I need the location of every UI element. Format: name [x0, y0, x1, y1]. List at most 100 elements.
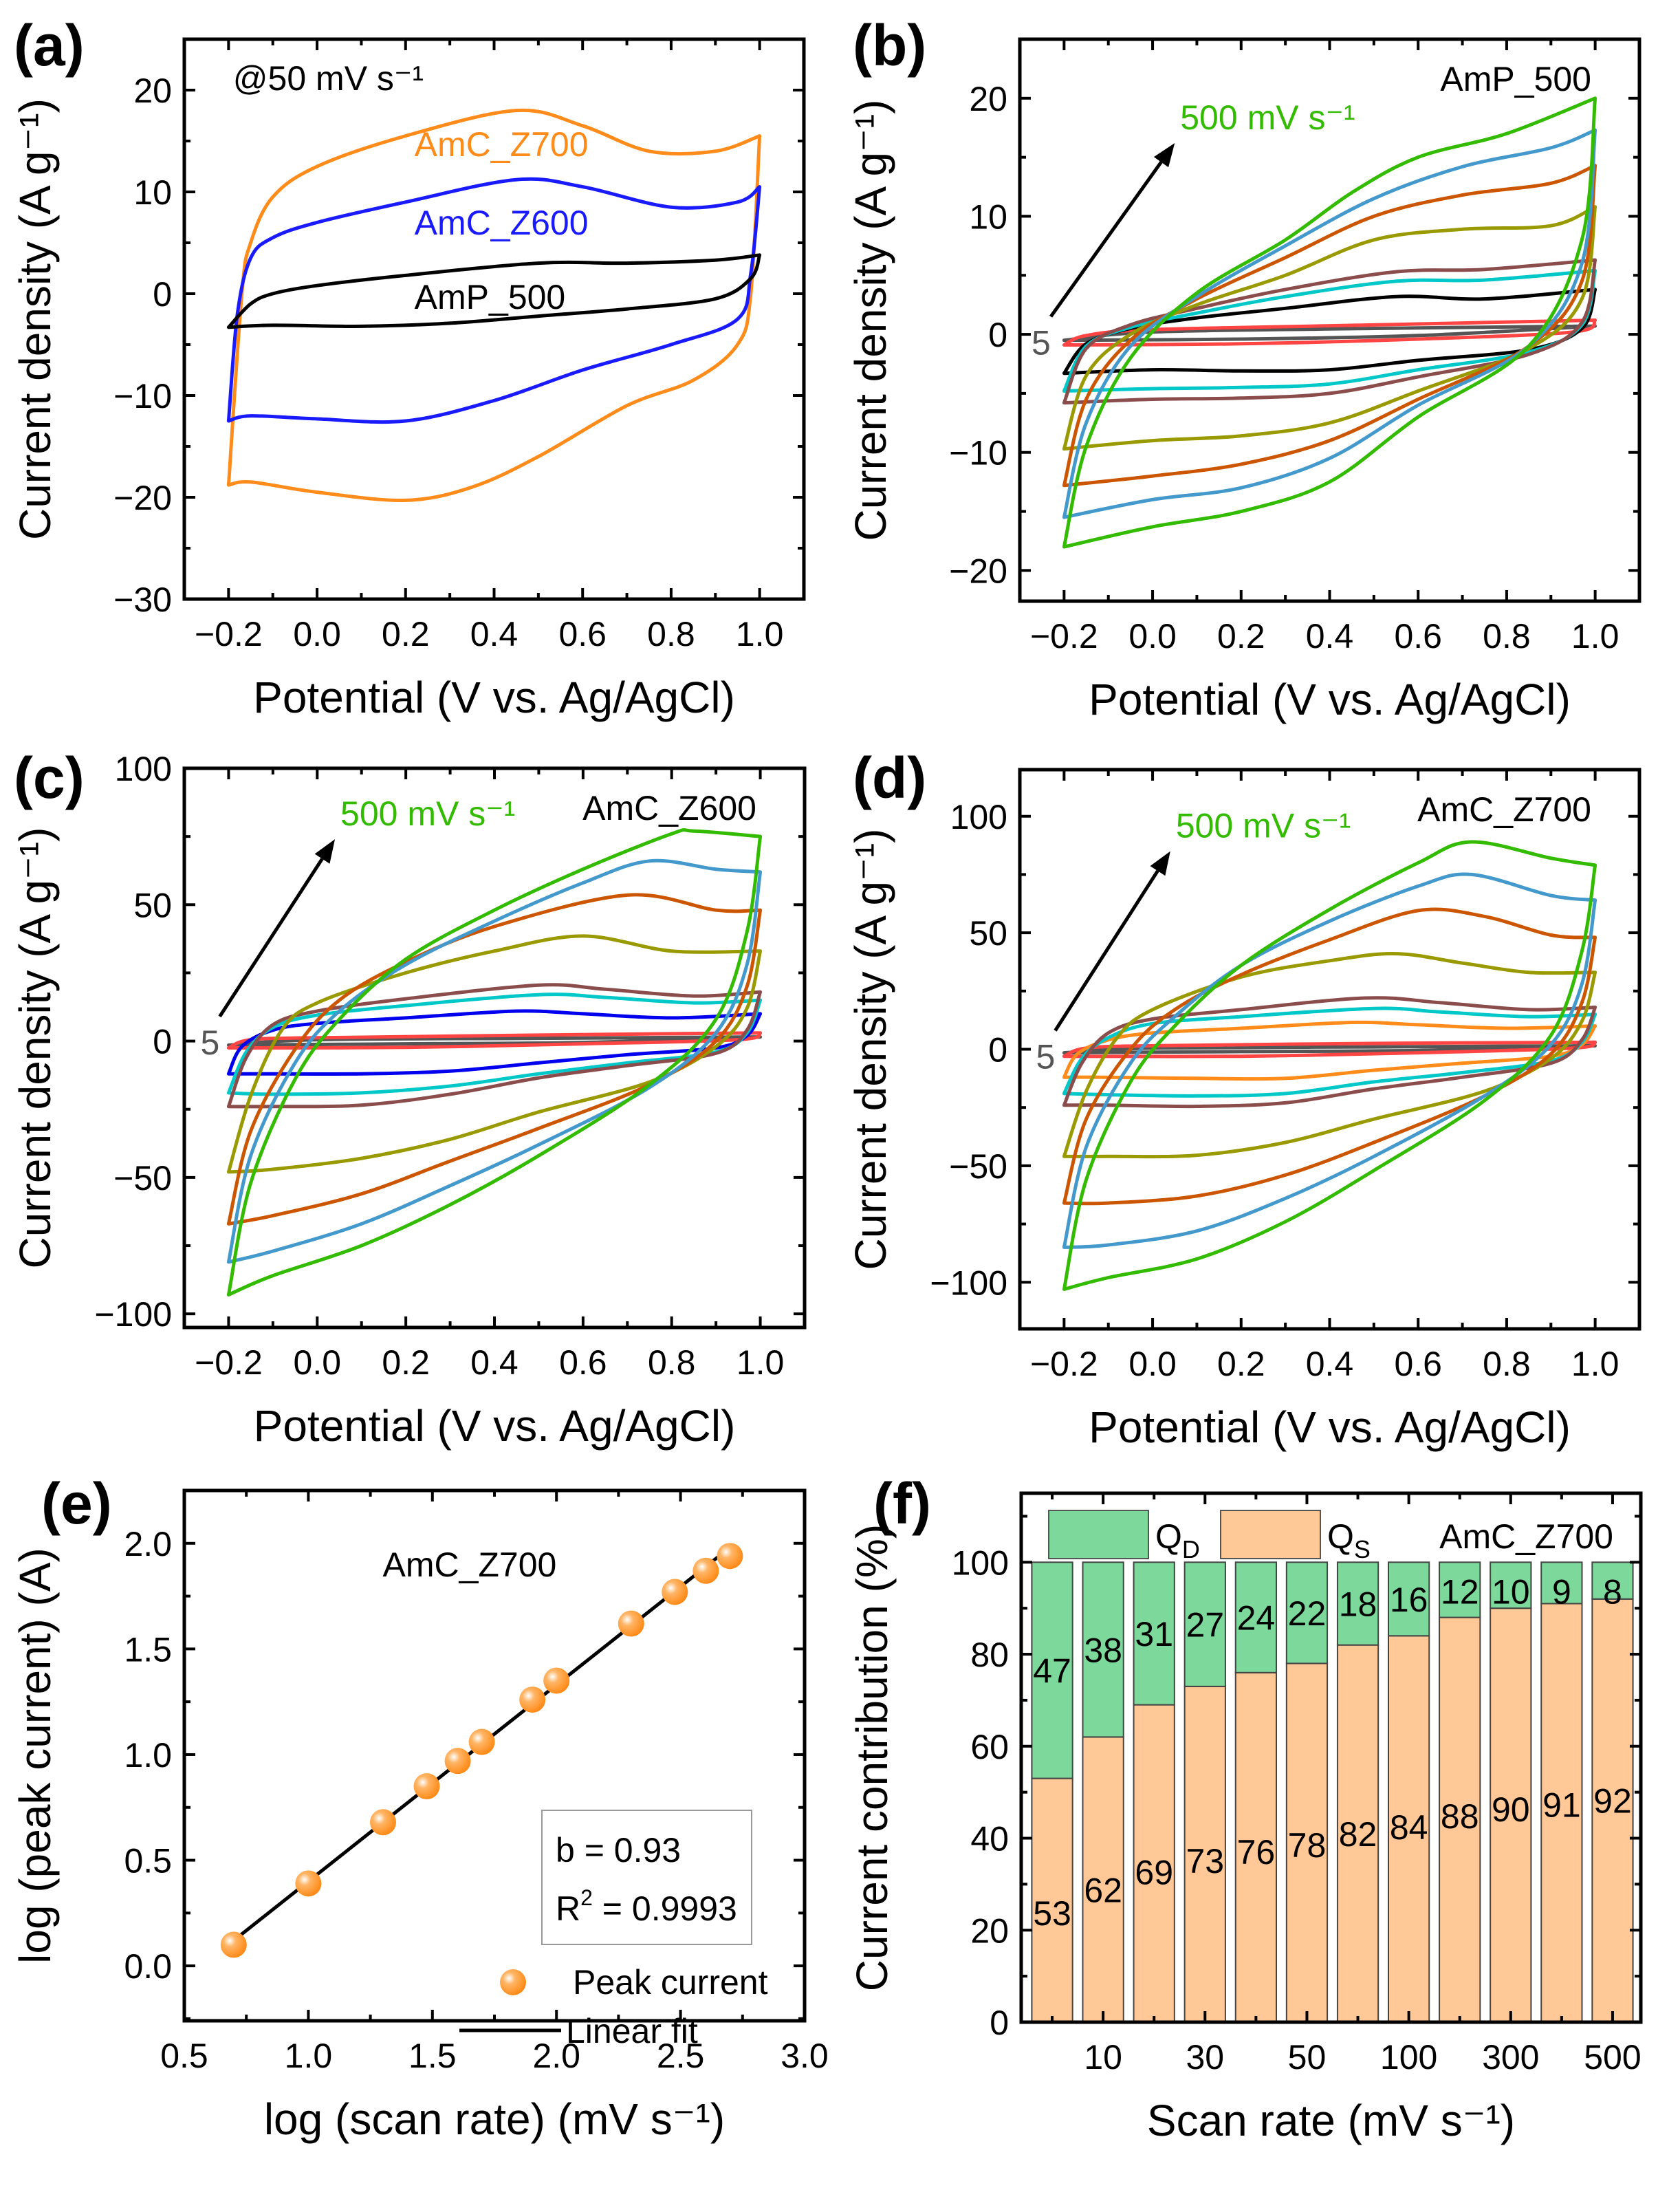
data-point-peak-current — [662, 1579, 688, 1605]
x-tick-label: 0.4 — [1306, 1345, 1354, 1383]
legend-swatch-qs — [1220, 1510, 1321, 1559]
y-axis-title-a: Current density (A g⁻¹) — [10, 98, 60, 540]
y-tick-label: 2.0 — [124, 1525, 172, 1563]
cv-curve-200-mv-s- — [226, 893, 763, 1226]
bar-qd — [1387, 1561, 1430, 1637]
cv-curve-300-mv-s- — [226, 858, 763, 1264]
x-tick-label: 1.0 — [1571, 617, 1619, 655]
sample-label-b: AmP_500 — [1440, 60, 1591, 98]
x-tick-label: 30 — [1186, 2038, 1224, 2077]
x-tick-label: 0.5 — [160, 2037, 208, 2075]
bar-label-qd: 22 — [1288, 1594, 1327, 1633]
cv-curve-10-mv-s- — [226, 1031, 763, 1050]
y-tick-label: −30 — [113, 581, 172, 619]
arrow-end-label-d: 500 mV s⁻¹ — [1176, 807, 1351, 845]
data-point-peak-current — [295, 1870, 322, 1897]
x-tick-label: 0.4 — [470, 1343, 519, 1382]
plot-area-f: 53 47 62 38 10 69 31 73 27 30 76 24 78 22 50 82 18 84 16 10… — [952, 1491, 1643, 2077]
bar-label-qd: 38 — [1084, 1631, 1122, 1669]
x-tick-label: 0.6 — [558, 615, 607, 653]
panel-label-d: (d) — [853, 746, 926, 810]
data-point-peak-current — [543, 1667, 570, 1694]
cv-curve-50-mv-s- — [226, 993, 763, 1096]
bar-qd — [1183, 1561, 1226, 1687]
cv-curve-500-mv-s- — [1062, 840, 1597, 1291]
bar-label-qd: 10 — [1492, 1572, 1530, 1611]
legend-label-linear-fit: Linear fit — [566, 2012, 698, 2050]
bar-qs — [1540, 1603, 1583, 2024]
x-tick-label: 2.0 — [532, 2037, 580, 2075]
y-tick-label: −20 — [113, 479, 172, 517]
bar-qs — [1285, 1662, 1329, 2024]
panel-label-f: (f) — [873, 1471, 931, 1536]
y-tick-label: −10 — [113, 377, 172, 415]
bar-qd — [1439, 1561, 1481, 1618]
fit-slope-text: b = 0.93 — [556, 1831, 681, 1869]
bar-qd — [1285, 1561, 1329, 1665]
bar-label-qs: 82 — [1339, 1815, 1377, 1854]
cv-curve-amc-z700 — [226, 108, 762, 503]
x-axis-title-c: Potential (V vs. Ag/AgCl) — [254, 1401, 736, 1451]
annotation-amc-z700: AmC_Z700 — [415, 125, 589, 164]
bar-label-qd: 31 — [1135, 1615, 1173, 1653]
x-tick-label: −0.2 — [1030, 1345, 1098, 1383]
panel-label-a: (a) — [14, 13, 85, 78]
x-tick-label: 50 — [1288, 2038, 1327, 2077]
data-point-peak-current — [519, 1687, 546, 1713]
cv-curve-500-mv-s- — [226, 828, 763, 1297]
bar-qd — [1234, 1561, 1278, 1673]
x-tick-label: 0.8 — [647, 615, 695, 653]
y-axis-title-f: Current contribution (%) — [847, 1524, 897, 1991]
x-axis-title-b: Potential (V vs. Ag/AgCl) — [1089, 675, 1571, 724]
x-tick-label: 0.0 — [294, 1343, 342, 1382]
x-tick-label: 3.0 — [781, 2037, 829, 2075]
annotation-amc-z600: AmC_Z600 — [415, 204, 589, 242]
x-tick-label: 0.6 — [559, 1343, 607, 1382]
bar-label-qs: 62 — [1084, 1872, 1122, 1910]
bar-qd — [1082, 1561, 1124, 1738]
cv-curve-10-mv-s- — [1062, 1040, 1597, 1059]
y-tick-label: −50 — [113, 1159, 172, 1197]
cv-curves — [226, 108, 762, 503]
x-tick-label: 0.0 — [1128, 1345, 1177, 1383]
bar-qs — [1591, 1598, 1634, 2024]
y-tick-label: 20 — [133, 72, 172, 110]
trend-arrow-head — [1153, 143, 1175, 168]
y-tick-label: 0.0 — [124, 1947, 172, 1986]
x-tick-label: 0.8 — [1483, 1345, 1531, 1383]
bar-label-qs: 84 — [1390, 1808, 1428, 1847]
qs-sub: S — [1354, 1535, 1371, 1563]
cv-curve-200-mv-s- — [1062, 907, 1597, 1206]
bar-qs — [1133, 1704, 1175, 2024]
x-tick-label: −0.2 — [1030, 617, 1098, 655]
qd-sub: D — [1182, 1535, 1200, 1563]
arrow-start-label-d: 5 — [1036, 1037, 1055, 1076]
arrow-start-label-b: 5 — [1032, 323, 1051, 362]
x-tick-label: 0.2 — [1217, 1345, 1265, 1383]
bar-label-qs: 92 — [1593, 1781, 1632, 1820]
data-point-peak-current — [468, 1728, 495, 1755]
bar-label-qd: 27 — [1186, 1606, 1224, 1645]
x-tick-label: 1.5 — [408, 2037, 457, 2075]
cv-curve-100-mv-s- — [226, 934, 763, 1174]
bar-qd — [1133, 1561, 1175, 1706]
cv-curve-30-mv-s- — [1062, 288, 1597, 376]
sample-label-c: AmC_Z600 — [582, 789, 756, 827]
x-tick-label: 1.0 — [285, 2037, 333, 2075]
cv-curve-70-mv-s- — [1062, 996, 1597, 1109]
x-tick-label: −0.2 — [195, 615, 263, 653]
bar-qd — [1490, 1561, 1532, 1609]
plot-area-b: −0.2 0.0 0.2 0.4 0.6 0.8 1.0 −20 −10 0 10 20 — [949, 37, 1641, 655]
y-axis-title-e: log (peak current) (A) — [10, 1548, 60, 1964]
legend-label-qd: QD — [1155, 1517, 1200, 1563]
annotation-scan-rate: @50 mV s⁻¹ — [233, 59, 424, 98]
panel-label-e: (e) — [41, 1471, 112, 1536]
fit-stats-box — [541, 1810, 752, 1945]
y-tick-label: 0 — [990, 2004, 1009, 2042]
legend-label-qs: QS — [1327, 1517, 1371, 1563]
bar-label-qd: 9 — [1552, 1572, 1571, 1611]
y-tick-label: 100 — [115, 750, 172, 788]
x-tick-label: 2.5 — [657, 2037, 705, 2075]
annotation-amp-500: AmP_500 — [415, 278, 566, 316]
x-tick-label: 500 — [1584, 2038, 1641, 2077]
